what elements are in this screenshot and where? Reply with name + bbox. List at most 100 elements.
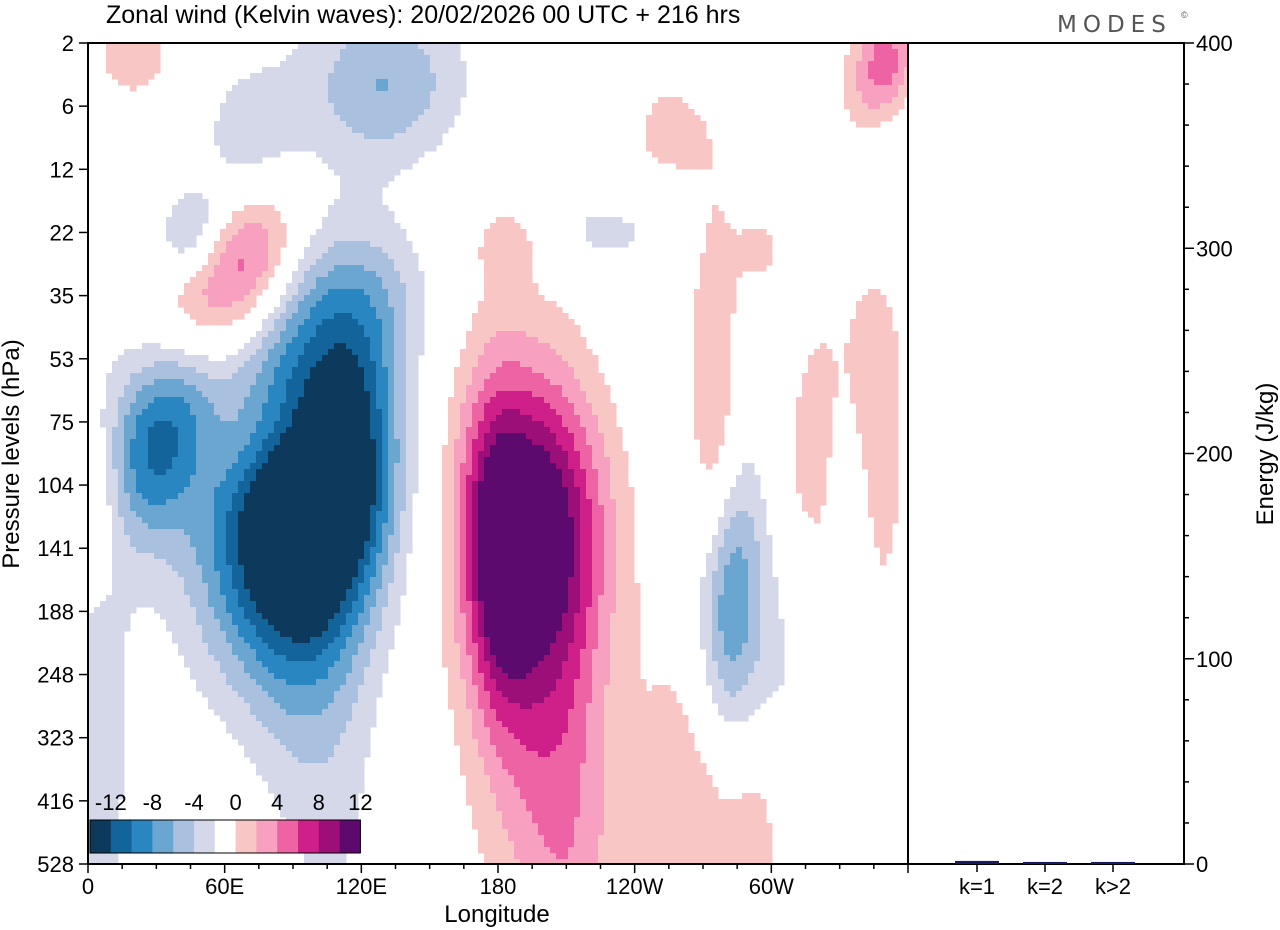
contour-cell bbox=[478, 517, 575, 524]
contour-cell bbox=[232, 733, 275, 740]
contour-cell bbox=[226, 631, 239, 638]
contour-cell bbox=[880, 103, 905, 110]
contour-cell bbox=[226, 637, 245, 644]
contour-cell bbox=[388, 547, 401, 554]
contour-cell bbox=[478, 577, 569, 584]
contour-cell bbox=[100, 409, 119, 416]
contour-cell bbox=[454, 481, 461, 488]
contour-cell bbox=[268, 643, 329, 650]
contour-cell bbox=[460, 559, 467, 566]
contour-cell bbox=[100, 421, 119, 428]
contour-cell bbox=[286, 349, 305, 356]
contour-cell bbox=[220, 229, 239, 236]
contour-cell bbox=[250, 289, 263, 296]
contour-cell bbox=[490, 397, 545, 404]
contour-cell bbox=[340, 607, 353, 614]
contour-cell bbox=[106, 481, 119, 488]
contour-cell bbox=[694, 391, 731, 398]
contour-cell bbox=[262, 415, 281, 422]
contour-cell bbox=[568, 601, 581, 608]
contour-cell bbox=[466, 517, 473, 524]
contour-cell bbox=[706, 565, 719, 572]
contour-cell bbox=[256, 715, 353, 722]
contour-cell bbox=[376, 451, 383, 458]
contour-cell bbox=[370, 337, 383, 344]
contour-cell bbox=[322, 223, 401, 230]
contour-cell bbox=[700, 625, 713, 632]
contour-cell bbox=[346, 637, 365, 644]
contour-cell bbox=[388, 475, 395, 482]
contour-cell bbox=[364, 667, 389, 674]
contour-cell bbox=[460, 565, 467, 572]
contour-cell bbox=[748, 595, 761, 602]
contour-cell bbox=[208, 697, 245, 704]
contour-cell bbox=[406, 337, 425, 344]
contour-cell bbox=[604, 799, 767, 806]
contour-cell bbox=[724, 643, 743, 650]
contour-cell bbox=[376, 445, 383, 452]
contour-cell bbox=[394, 361, 407, 368]
contour-cell bbox=[712, 643, 725, 650]
contour-cell bbox=[478, 703, 491, 710]
contour-cell bbox=[646, 139, 713, 146]
contour-cell bbox=[358, 685, 383, 692]
contour-cell bbox=[106, 403, 119, 410]
contour-cell bbox=[406, 415, 419, 422]
contour-cell bbox=[280, 631, 323, 638]
contour-cell bbox=[598, 499, 617, 506]
contour-cell bbox=[112, 571, 179, 578]
contour-cell bbox=[610, 613, 641, 620]
contour-cell bbox=[178, 493, 215, 500]
contour-cell bbox=[454, 631, 467, 638]
contour-cell bbox=[202, 691, 239, 698]
contour-cell bbox=[352, 577, 365, 584]
contour-cell bbox=[184, 661, 221, 668]
contour-cell bbox=[568, 451, 581, 458]
contour-cell bbox=[304, 319, 323, 326]
contour-cell bbox=[364, 265, 395, 272]
contour-cell bbox=[88, 673, 125, 680]
contour-cell bbox=[472, 313, 569, 320]
contour-cell bbox=[376, 361, 383, 368]
contour-cell bbox=[178, 439, 197, 446]
contour-cell bbox=[760, 541, 773, 548]
contour-cell bbox=[574, 535, 581, 542]
contour-cell bbox=[802, 373, 839, 380]
contour-cell bbox=[340, 175, 395, 182]
contour-cell bbox=[88, 697, 125, 704]
contour-cell bbox=[376, 493, 383, 500]
contour-cell bbox=[526, 331, 581, 338]
contour-cell bbox=[658, 97, 683, 104]
contour-cell bbox=[712, 205, 719, 212]
contour-cell bbox=[556, 349, 593, 356]
contour-cell bbox=[562, 613, 575, 620]
contour-cell bbox=[454, 721, 473, 728]
contour-cell bbox=[334, 343, 347, 350]
contour-cell bbox=[292, 421, 371, 428]
contour-cell bbox=[652, 151, 713, 158]
contour-cell bbox=[190, 475, 227, 482]
contour-cell bbox=[478, 643, 485, 650]
contour-cell bbox=[406, 355, 419, 362]
contour-cell bbox=[322, 355, 359, 362]
contour-cell bbox=[334, 691, 359, 698]
contour-cell bbox=[754, 529, 767, 536]
contour-cell bbox=[604, 793, 719, 800]
contour-cell bbox=[424, 49, 461, 56]
contour-cell bbox=[460, 769, 485, 776]
contour-cell bbox=[724, 511, 737, 518]
contour-cell bbox=[232, 499, 245, 506]
contour-cell bbox=[274, 343, 287, 350]
contour-cell bbox=[724, 529, 755, 536]
contour-cell bbox=[892, 97, 905, 104]
contour-cell bbox=[610, 493, 635, 500]
contour-cell bbox=[154, 469, 167, 476]
contour-cell bbox=[850, 319, 893, 326]
contour-cell bbox=[304, 295, 323, 302]
contour-cell bbox=[742, 547, 761, 554]
contour-cell bbox=[166, 559, 197, 566]
contour-cell bbox=[706, 553, 719, 560]
contour-cell bbox=[310, 307, 377, 314]
